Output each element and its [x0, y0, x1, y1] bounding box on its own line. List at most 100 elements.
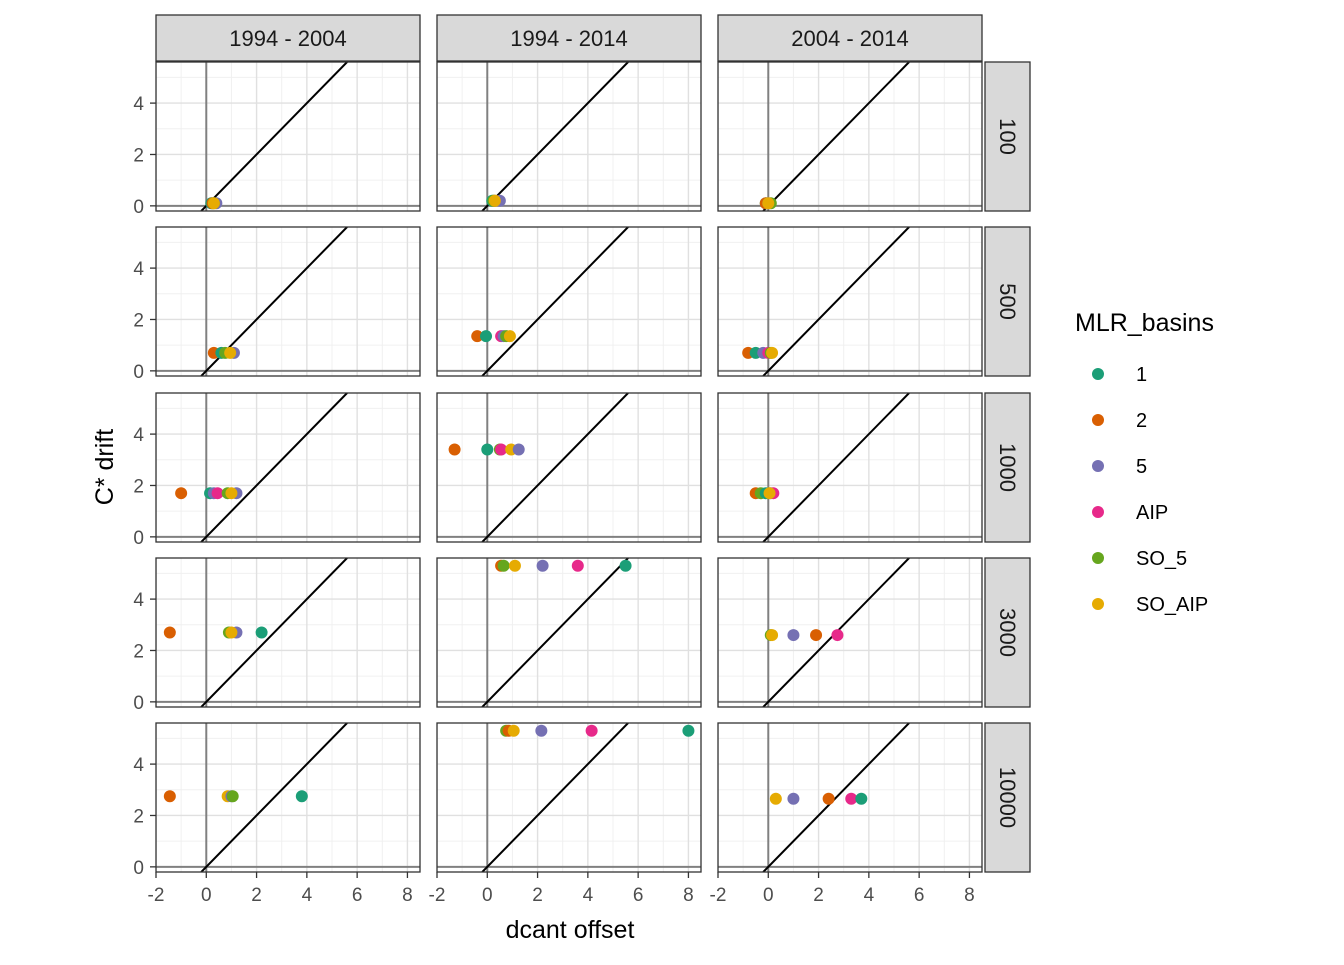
x-tick-label: -2 — [148, 885, 165, 906]
panel-background — [156, 723, 420, 872]
legend-label: SO_5 — [1136, 548, 1187, 570]
panel-gridlines — [156, 227, 420, 376]
x-axis-2: -2 0 2 4 6 8 — [710, 872, 975, 906]
data-point-SO_AIP — [488, 194, 501, 207]
data-point-1 — [295, 790, 308, 803]
identity-line — [762, 393, 910, 542]
legend-label: SO_AIP — [1136, 594, 1208, 616]
row-strip-0: 100 — [984, 61, 1031, 212]
y-axis-2: 0 2 4 — [133, 425, 156, 549]
panel-points-3000-1 — [495, 559, 632, 572]
x-tick-label: 6 — [352, 885, 363, 906]
column-strip-2: 2004 - 2014 — [717, 14, 983, 62]
data-point-1 — [855, 792, 868, 805]
x-tick-label: 4 — [864, 885, 875, 906]
panel-points-10000-0 — [163, 790, 308, 803]
data-point-1 — [480, 330, 493, 343]
y-tick-label: 2 — [133, 641, 144, 662]
x-tick-label: -2 — [710, 885, 727, 906]
row-strip-label: 10000 — [995, 767, 1020, 828]
panel-gridlines — [437, 227, 701, 376]
panel-border — [155, 722, 421, 873]
panel-gridlines — [156, 558, 420, 707]
y-axis-3: 0 2 4 — [133, 590, 156, 714]
legend-key-5 — [1092, 460, 1104, 472]
panel-gridlines — [718, 723, 982, 872]
panel-points-100-0 — [205, 197, 223, 210]
row-strip-background — [984, 226, 1031, 377]
y-tick-label: 2 — [133, 476, 144, 497]
y-axis-0: 0 2 4 — [133, 94, 156, 218]
legend-item-5: 5 — [1092, 456, 1147, 478]
legend-key-AIP — [1092, 506, 1104, 518]
panel-border — [155, 557, 421, 708]
data-point-AIP — [585, 724, 598, 737]
panel-gridlines — [437, 393, 701, 542]
x-tick-label: -2 — [429, 885, 446, 906]
y-tick-label: 4 — [133, 94, 144, 115]
x-tick-label: 8 — [683, 885, 694, 906]
y-axis-4: 0 2 4 — [133, 755, 156, 879]
data-point-2 — [448, 443, 461, 456]
data-point-AIP — [211, 487, 224, 500]
panel-points-1000-1 — [448, 443, 525, 456]
data-point-1 — [481, 443, 494, 456]
identity-line — [762, 62, 910, 211]
x-tick-label: 8 — [964, 885, 975, 906]
panel-background — [718, 62, 982, 211]
legend-item-SO_5: SO_5 — [1092, 548, 1187, 570]
panel-border — [436, 392, 702, 543]
data-point-SO_AIP — [766, 346, 779, 359]
x-tick-label: 4 — [302, 885, 313, 906]
panel-points-3000-0 — [163, 626, 268, 639]
row-strip-label: 1000 — [995, 443, 1020, 492]
panel-border — [436, 557, 702, 708]
panel-background — [437, 558, 701, 707]
panel-points-100-1 — [486, 194, 506, 207]
data-point-2 — [810, 629, 823, 642]
identity-line — [200, 393, 348, 542]
panel-10000-0 — [155, 722, 421, 873]
column-strip-label: 1994 - 2004 — [229, 26, 346, 51]
identity-line — [481, 227, 629, 376]
legend-item-SO_AIP: SO_AIP — [1092, 594, 1208, 616]
data-point-5 — [512, 443, 525, 456]
row-strip-1: 500 — [984, 226, 1031, 377]
legend-key-SO_5 — [1092, 552, 1104, 564]
row-strip-3: 3000 — [984, 557, 1031, 708]
column-strip-label: 2004 - 2014 — [791, 26, 908, 51]
panel-10000-2 — [717, 722, 983, 873]
row-strip-background — [984, 61, 1031, 212]
panel-3000-0 — [155, 557, 421, 708]
panel-points-1000-2 — [749, 487, 780, 500]
y-tick-label: 0 — [133, 693, 144, 714]
panel-gridlines — [718, 393, 982, 542]
column-strip-background — [155, 14, 421, 62]
data-point-AIP — [831, 629, 844, 642]
row-strip-4: 10000 — [984, 722, 1031, 873]
row-strip-label: 100 — [995, 118, 1020, 155]
y-tick-label: 2 — [133, 310, 144, 331]
y-tick-label: 4 — [133, 425, 144, 446]
panel-points-1000-0 — [175, 487, 243, 500]
x-tick-label: 2 — [251, 885, 262, 906]
panel-1000-1 — [436, 392, 702, 543]
panel-background — [156, 393, 420, 542]
panel-gridlines — [437, 723, 701, 872]
column-strip-background — [436, 14, 702, 62]
data-point-SO_AIP — [207, 197, 220, 210]
panel-1000-0 — [155, 392, 421, 543]
data-point-SO_AIP — [225, 487, 238, 500]
data-point-SO_AIP — [769, 792, 782, 805]
data-point-SO_AIP — [507, 724, 520, 737]
data-point-5 — [536, 559, 549, 572]
panel-background — [156, 227, 420, 376]
panel-1000-2 — [717, 392, 983, 543]
panel-100-1 — [436, 61, 702, 212]
data-point-SO_5 — [226, 790, 239, 803]
row-strip-background — [984, 722, 1031, 873]
data-point-AIP — [845, 792, 858, 805]
panel-500-1 — [436, 226, 702, 377]
